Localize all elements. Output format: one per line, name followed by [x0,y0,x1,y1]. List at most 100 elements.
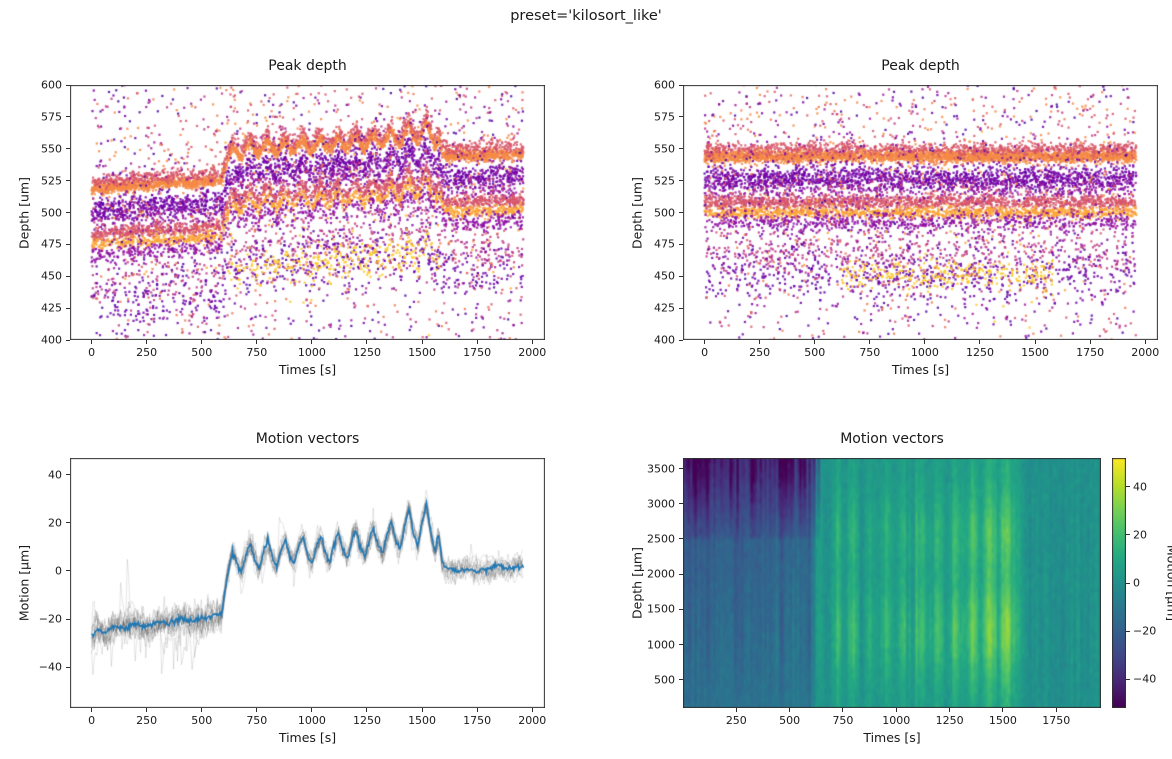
x-tick-label: 1000 [297,346,326,359]
y-tick-mark [679,84,683,86]
x-tick-label: 250 [136,346,158,359]
colorbar-tick-mark [1126,630,1130,632]
colorbar-tick-label: 20 [1133,528,1147,542]
x-tick-label: 1250 [965,346,994,359]
x-tick-mark [256,340,258,344]
x-tick-mark [895,708,897,712]
x-tick-mark [842,708,844,712]
x-tick-label: 1500 [988,714,1017,727]
x-tick-label: 1250 [935,714,964,727]
peak-depth-raw-title: Peak depth [268,58,347,74]
colorbar [1112,458,1126,708]
x-tick-mark [91,708,93,712]
x-tick-mark [256,708,258,712]
y-tick-label: 525 [654,174,675,188]
y-tick-mark [679,608,683,610]
x-tick-label: 0 [88,346,96,359]
y-tick-label: 425 [654,301,675,315]
y-tick-label: 1500 [647,602,675,616]
x-tick-mark [924,340,926,344]
x-tick-label: 1750 [1042,714,1071,727]
y-tick-label: −40 [38,660,62,674]
y-tick-label: 450 [41,269,62,283]
x-tick-label: 750 [832,714,854,727]
motion-heatmap-xlabel: Times [s] [863,730,921,745]
x-tick-mark [759,340,761,344]
y-tick-label: 575 [41,110,62,124]
y-tick-label: −20 [38,612,62,626]
y-tick-mark [679,644,683,646]
x-tick-label: 2000 [518,346,547,359]
x-tick-mark [789,708,791,712]
colorbar-tick-label: 0 [1133,576,1140,590]
x-tick-mark [421,708,423,712]
y-tick-mark [66,212,70,213]
x-tick-mark [476,708,478,712]
x-tick-mark [476,340,478,344]
x-tick-mark [979,340,981,344]
x-tick-label: 0 [88,714,96,727]
colorbar-tick-mark [1126,534,1130,536]
x-tick-label: 1750 [463,346,492,359]
x-tick-label: 250 [749,346,771,359]
motion-heatmap-plot [683,458,1101,708]
x-tick-mark [1034,340,1036,344]
peak-depth-raw-plot [70,85,545,340]
y-tick-label: 400 [654,333,675,347]
y-tick-mark [66,339,70,341]
x-tick-label: 1250 [352,714,381,727]
x-tick-label: 750 [859,346,881,359]
x-tick-mark [814,340,816,344]
x-tick-label: 1500 [408,714,437,727]
x-tick-label: 500 [779,714,801,727]
y-tick-mark [66,243,70,245]
motion-traces-ylabel: Motion [µm] [16,544,32,622]
y-tick-label: 3500 [647,462,675,476]
y-tick-label: 525 [41,174,62,188]
y-tick-label: 475 [41,237,62,251]
y-tick-label: 450 [654,269,675,283]
motion-traces-plot [70,458,545,708]
y-tick-mark [679,468,683,470]
y-tick-mark [66,116,70,118]
y-tick-label: 600 [654,78,675,92]
y-tick-label: 2000 [647,567,675,581]
y-tick-label: 40 [48,468,62,482]
y-tick-mark [66,522,70,524]
y-tick-label: 500 [654,206,675,219]
y-tick-mark [66,666,70,668]
colorbar-tick-label: −40 [1133,672,1157,686]
x-tick-mark [531,708,533,712]
x-tick-mark [421,340,423,344]
y-tick-mark [679,243,683,245]
x-tick-mark [201,340,203,344]
x-tick-label: 1000 [910,346,939,359]
x-tick-label: 1000 [882,714,911,727]
x-tick-label: 2000 [518,714,547,727]
y-tick-label: 575 [654,110,675,124]
y-tick-mark [679,148,683,150]
x-tick-mark [366,340,368,344]
x-tick-label: 1500 [408,346,437,359]
y-tick-mark [66,618,70,620]
motion-traces-title: Motion vectors [255,431,360,447]
x-tick-label: 1250 [352,346,381,359]
y-tick-mark [679,212,683,213]
y-tick-mark [66,84,70,86]
x-tick-mark [1055,708,1057,712]
y-tick-mark [66,474,70,476]
y-tick-label: 500 [654,673,675,687]
y-tick-mark [679,339,683,341]
y-tick-label: 20 [48,516,62,530]
x-tick-mark [949,708,951,712]
x-tick-mark [311,340,313,344]
y-tick-label: 500 [41,206,62,219]
peak-depth-corrected-plot [683,85,1158,340]
x-tick-label: 1500 [1021,346,1050,359]
colorbar-label: Motion [µm] [1164,544,1172,622]
y-tick-label: 550 [654,142,675,156]
y-tick-mark [66,148,70,150]
y-tick-label: 400 [41,333,62,347]
x-tick-mark [146,708,148,712]
